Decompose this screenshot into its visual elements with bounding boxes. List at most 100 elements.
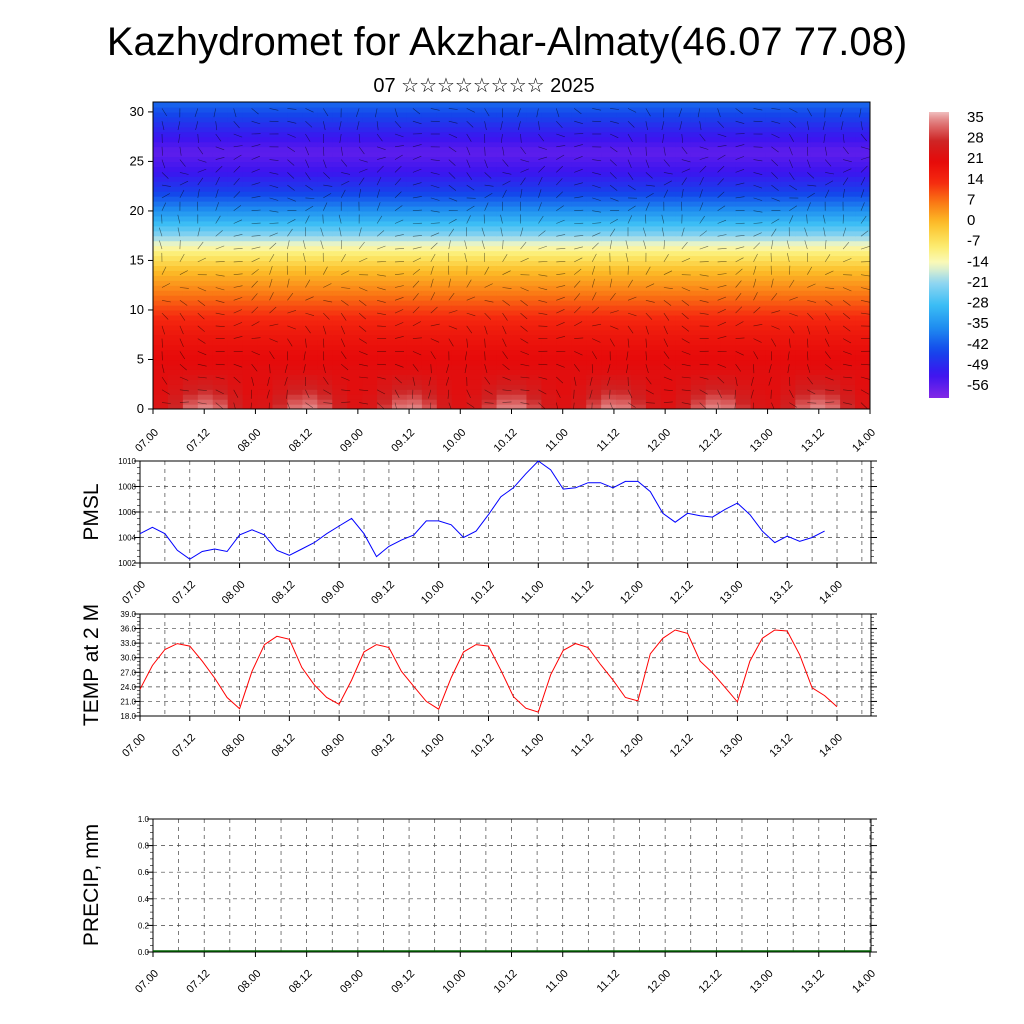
wind-barb — [502, 338, 507, 347]
heatmap-cell — [660, 156, 677, 163]
heatmap-cell — [780, 181, 796, 187]
heatmap-cell — [377, 349, 393, 356]
wind-barb — [556, 309, 565, 314]
wind-barb — [233, 363, 243, 368]
heatmap-cell — [511, 369, 528, 375]
heatmap-cell — [242, 146, 259, 153]
heatmap-cell — [810, 121, 826, 128]
heatmap-cell — [182, 275, 199, 281]
heatmap-cell — [631, 265, 647, 271]
heatmap-cell — [840, 191, 856, 197]
heatmap-cell — [825, 196, 841, 202]
heatmap-cell — [392, 191, 408, 197]
heatmap-cell — [496, 205, 513, 212]
heatmap-cell — [675, 339, 692, 346]
heatmap-cell — [541, 136, 557, 143]
heatmap-cell — [750, 186, 767, 192]
heatmap-cell — [855, 205, 870, 212]
heatmap-cell — [287, 379, 303, 385]
heatmap-cell — [227, 205, 244, 212]
heatmap-cell — [705, 265, 722, 271]
wind-barb — [753, 338, 762, 343]
heatmap-cell — [795, 364, 811, 370]
heatmap-cell — [541, 399, 557, 405]
heatmap-cell — [586, 196, 602, 202]
wind-barb — [233, 108, 237, 118]
heatmap-cell — [825, 374, 841, 380]
heatmap-cell — [167, 225, 184, 232]
heatmap-cell — [765, 384, 781, 390]
heatmap-cell — [780, 121, 796, 128]
wind-barb — [394, 309, 404, 314]
heatmap-cell — [362, 344, 378, 351]
heatmap-cell — [272, 290, 289, 296]
heatmap-cell — [421, 121, 438, 128]
heatmap-cell — [765, 126, 781, 133]
wind-barb — [269, 120, 279, 122]
x-tick-label: 08.00 — [220, 732, 248, 760]
heatmap-cell — [257, 260, 274, 266]
heatmap-cell — [242, 364, 259, 370]
heatmap-cell — [257, 215, 274, 222]
wind-barb — [394, 273, 404, 275]
heatmap-cell — [182, 285, 199, 291]
wind-barb — [538, 312, 548, 315]
heatmap-cell — [332, 151, 348, 158]
wind-barb — [807, 184, 817, 187]
heatmap-cell — [556, 102, 572, 108]
heatmap-cell — [287, 131, 303, 138]
heatmap-cell — [780, 225, 796, 232]
heatmap-cell — [317, 389, 333, 395]
wind-barb — [412, 120, 422, 125]
heatmap-cell — [242, 121, 259, 128]
heatmap-cell — [541, 106, 557, 113]
y-tick-label: 21.0 — [120, 697, 136, 706]
heatmap-cell — [511, 314, 528, 321]
wind-barb — [556, 178, 563, 186]
heatmap-cell — [466, 106, 483, 113]
heatmap-cell — [810, 205, 826, 212]
heatmap-cell — [825, 102, 841, 108]
heatmap-cell — [855, 404, 870, 409]
heatmap-cell — [840, 196, 856, 202]
heatmap-cell — [466, 186, 483, 192]
heatmap-cell — [496, 270, 513, 276]
wind-barb — [556, 120, 563, 129]
heatmap-cell — [511, 146, 528, 153]
x-tick-label: 11.00 — [519, 732, 546, 759]
heatmap-cell — [332, 250, 348, 257]
heatmap-cell — [257, 379, 274, 385]
heatmap-cell — [840, 394, 856, 400]
heatmap-cell — [645, 191, 662, 197]
wind-barb — [699, 376, 709, 380]
heatmap-cell — [227, 240, 244, 247]
heatmap-cell — [526, 225, 542, 232]
wind-barb — [340, 325, 346, 335]
heatmap-cell — [317, 309, 333, 316]
heatmap-cell — [571, 319, 587, 326]
heatmap-cell — [317, 156, 333, 163]
heatmap-cell — [855, 290, 870, 296]
heatmap-cell — [436, 260, 453, 266]
heatmap-cell — [720, 290, 737, 296]
heatmap-cell — [377, 106, 393, 113]
heatmap-cell — [526, 116, 542, 123]
heatmap-cell — [810, 319, 826, 326]
heatmap-cell — [302, 141, 318, 148]
heatmap-cell — [810, 151, 826, 158]
heatmap-cell — [720, 141, 737, 148]
heatmap-cell — [645, 295, 662, 301]
wind-barb — [699, 121, 702, 131]
wind-barb — [807, 389, 816, 395]
wind-barb — [215, 230, 223, 237]
heatmap-cell — [347, 215, 363, 222]
heatmap-cell — [780, 339, 796, 346]
heatmap-cell — [750, 285, 767, 291]
heatmap-cell — [720, 156, 737, 163]
heatmap-cell — [601, 225, 617, 232]
heatmap-cell — [406, 399, 423, 405]
heatmap-cell — [556, 201, 572, 207]
wind-barb — [323, 146, 325, 156]
wind-barb — [412, 246, 422, 250]
heatmap-cell — [302, 295, 318, 301]
